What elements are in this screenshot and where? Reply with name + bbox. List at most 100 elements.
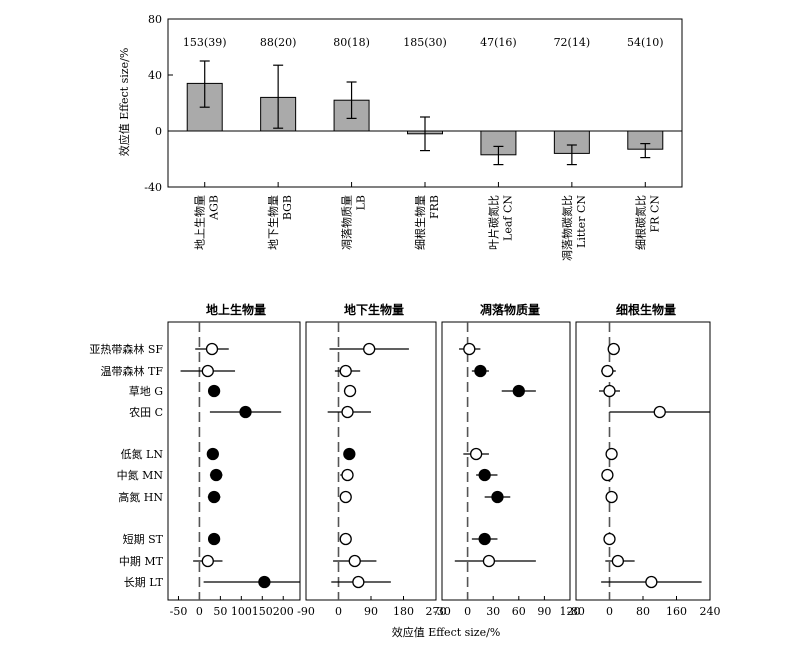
bar-category-label: 细根生物量 <box>413 195 427 250</box>
bar-annotation: 153(39) <box>183 36 227 49</box>
forest-xtick-label: 90 <box>364 605 378 618</box>
bar-annotation: 72(14) <box>554 36 591 49</box>
forest-point <box>258 575 271 589</box>
bar-category-label: FRB <box>428 195 441 219</box>
forest-point <box>343 447 356 461</box>
bar-category-label: FR CN <box>648 195 661 233</box>
bar-category-label: 凋落物碳氮比 <box>560 195 574 261</box>
forest-point <box>341 405 354 419</box>
row-label: 农田 C <box>129 405 163 419</box>
row-label: 长期 LT <box>124 576 164 589</box>
forest-point <box>201 364 214 378</box>
panel-title-2: 地下生物量 <box>344 302 404 317</box>
forest-xtick-label: 240 <box>700 605 721 618</box>
forest-point <box>611 554 625 568</box>
bar-annotation: 47(16) <box>480 36 517 49</box>
bar-category-label: 地下生物量 <box>266 195 280 250</box>
forest-point <box>482 554 496 568</box>
forest-panel-frame <box>441 321 571 601</box>
row-label: 低氮 LN <box>121 447 164 461</box>
forest-xtick-label: 270 <box>426 605 447 618</box>
row-label: 中氮 MN <box>117 468 164 482</box>
panel-title-1: 地上生物量 <box>206 302 266 317</box>
bar-annotation: 54(10) <box>627 36 664 49</box>
bar-category-label: BGB <box>281 195 294 220</box>
forest-xtick-label: 0 <box>606 605 613 618</box>
forest-panel-frame <box>575 321 711 601</box>
forest-point <box>339 532 352 546</box>
forest-xtick-label: 180 <box>393 605 414 618</box>
forest-xtick-label: -30 <box>433 605 451 618</box>
forest-xtick-label: -50 <box>170 605 188 618</box>
row-label: 高氮 HN <box>118 490 163 504</box>
forest-xtick-label: 50 <box>213 605 227 618</box>
bar-chart-ylabel: 效应值 Effect size/% <box>117 48 131 157</box>
bar-ytick-label: 40 <box>148 69 162 82</box>
forest-point <box>603 384 616 398</box>
forest-point <box>601 364 614 378</box>
forest-point <box>469 447 483 461</box>
row-label: 温带森林 TF <box>101 364 164 378</box>
forest-panel-frame <box>167 321 301 601</box>
bar-ytick-label: 0 <box>155 125 162 138</box>
bar-category-label: 凋落物质量 <box>340 195 354 250</box>
forest-xtick-label: 100 <box>231 605 252 618</box>
forest-point <box>605 490 618 504</box>
forest-point <box>205 342 219 356</box>
bar-annotation: 80(18) <box>333 36 370 49</box>
forest-xtick-label: 120 <box>560 605 581 618</box>
forest-xtick-label: 0 <box>196 605 203 618</box>
forest-point <box>605 447 618 461</box>
forest-xtick-label: 150 <box>252 605 273 618</box>
forest-point <box>363 342 376 356</box>
bar-ytick-label: 80 <box>148 13 162 26</box>
row-label: 亚热带森林 SF <box>89 342 163 356</box>
forest-point <box>653 405 666 419</box>
forest-point <box>207 384 221 398</box>
forest-point <box>207 532 221 546</box>
forest-point <box>341 468 354 482</box>
forest-point <box>339 364 352 378</box>
forest-point <box>339 490 352 504</box>
forest-point <box>210 468 223 482</box>
forest-point <box>206 447 219 461</box>
forest-xtick-label: 200 <box>273 605 294 618</box>
bar-ytick-label: -40 <box>144 181 162 194</box>
forest-point <box>201 554 214 568</box>
forest-point <box>474 364 487 378</box>
forest-xtick-label: 80 <box>636 605 650 618</box>
forest-point <box>352 575 365 589</box>
forest-plot: 地上生物量 地下生物量 凋落物质量 细根生物量 效应值 Effect size/… <box>89 302 720 639</box>
forest-point <box>607 342 620 356</box>
forest-point <box>207 490 221 504</box>
forest-xtick-label: 60 <box>512 605 526 618</box>
forest-xtick-label: 0 <box>335 605 342 618</box>
forest-panel-frame <box>305 321 437 601</box>
bar-annotation: 185(30) <box>403 36 447 49</box>
bar-category-label: AGB <box>208 195 221 221</box>
forest-point <box>491 490 504 504</box>
bar-chart: 效应值 Effect size/% -40 0 40 80 153(39) 地上生物量 AG… <box>117 13 683 261</box>
forest-xtick-label: 160 <box>666 605 687 618</box>
bar-annotation: 88(20) <box>260 36 297 49</box>
forest-point <box>478 468 491 482</box>
forest-xtick-label: 0 <box>464 605 471 618</box>
bar-category-label: LB <box>355 195 368 210</box>
forest-point <box>478 532 491 546</box>
forest-xtick-label: -90 <box>297 605 315 618</box>
forest-xtick-label: 90 <box>537 605 551 618</box>
forest-point <box>603 532 616 546</box>
row-label: 中期 MT <box>119 555 164 568</box>
row-label: 草地 G <box>129 385 163 398</box>
forest-xtick-label: 30 <box>486 605 500 618</box>
forest-point <box>601 468 614 482</box>
bar-category-label: Leaf CN <box>501 195 514 241</box>
bar-category-label: 叶片碳氮比 <box>486 195 500 250</box>
panel-title-4: 细根生物量 <box>616 302 676 317</box>
bar-category-label: 地上生物量 <box>193 195 207 250</box>
forest-point <box>343 384 357 398</box>
forest-point <box>645 575 658 589</box>
forest-point <box>348 554 361 568</box>
forest-xlabel: 效应值 Effect size/% <box>392 625 501 639</box>
